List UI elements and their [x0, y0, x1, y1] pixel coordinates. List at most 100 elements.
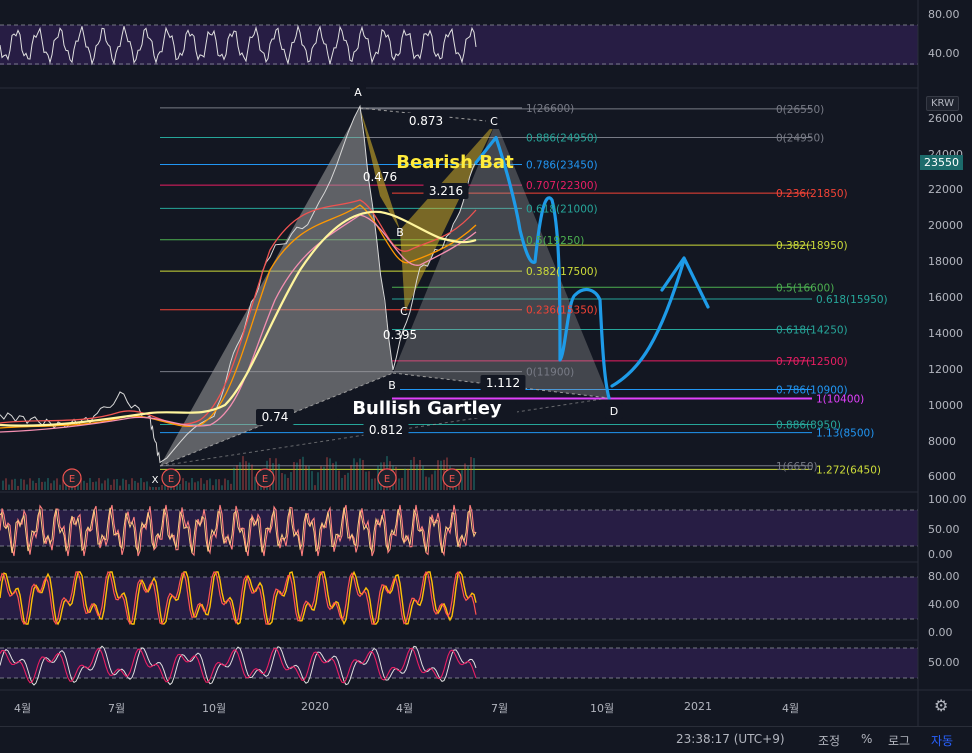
log-button[interactable]: 로그: [888, 734, 911, 748]
percent-button[interactable]: %: [861, 732, 873, 746]
fib-label-left: 0.382(17500): [526, 266, 598, 278]
point-x-label: X: [149, 471, 161, 487]
volume-bar: [299, 459, 301, 490]
svg-text:Bearish Bat: Bearish Bat: [396, 152, 514, 173]
ratio-0476: 0.476: [363, 170, 397, 184]
point-a-label: A: [350, 84, 366, 100]
osc2-tick-40: 40.00: [928, 598, 960, 611]
price-tick: 12000: [928, 362, 963, 376]
event-marker[interactable]: E: [442, 468, 462, 488]
ratio-0812: 0.812: [363, 422, 409, 438]
auto-button[interactable]: 자동: [931, 734, 954, 748]
volume-bar: [14, 478, 16, 490]
projection-path: [474, 135, 686, 400]
volume-bar: [257, 479, 259, 490]
fib-label-right: 0(24950): [776, 133, 824, 145]
gartley-xab-triangle: [160, 108, 393, 466]
fib-label-right: 1.13(8500): [816, 428, 874, 440]
volume-bar: [326, 457, 328, 490]
ratio-074: 0.74: [256, 409, 294, 425]
fib-label-right: 0.707(12500): [776, 356, 848, 368]
svg-text:E: E: [449, 474, 455, 485]
svg-text:C: C: [490, 115, 498, 128]
volume-bar: [53, 480, 55, 490]
osc3-tick-50: 50.00: [928, 656, 960, 669]
volume-bar: [80, 478, 82, 490]
oscillator-pane-3: [0, 645, 918, 686]
event-marker[interactable]: E: [377, 468, 397, 488]
volume-bar: [62, 479, 64, 490]
volume-bar: [278, 463, 280, 490]
fib-label-left: 0.618(21000): [526, 203, 598, 215]
price-axis[interactable]: 80.00 40.00 KRW 260002400022000200001800…: [918, 0, 972, 690]
osc2-tick-80: 80.00: [928, 570, 960, 583]
volume-bar: [44, 481, 46, 490]
svg-text:0.812: 0.812: [369, 423, 403, 437]
price-tick: 16000: [928, 291, 963, 305]
rsi-pane: [0, 24, 918, 66]
ratio-1112: 1.112: [480, 375, 526, 391]
volume-bar: [422, 465, 424, 490]
bat-xab-triangle: [360, 108, 400, 230]
volume-bar: [368, 471, 370, 490]
ma-red: [0, 199, 477, 425]
fib-label-left: 0(11900): [526, 367, 574, 379]
time-tick: 10월: [590, 702, 615, 715]
rsi-tick-40: 40.00: [928, 47, 960, 60]
price-tick: 8000: [928, 434, 956, 448]
volume-bar: [473, 458, 475, 490]
ma-salmon: [0, 214, 477, 433]
price-tick: 20000: [928, 219, 963, 233]
volume-bar: [209, 478, 211, 490]
volume-bar: [23, 479, 25, 490]
volume-bar: [83, 480, 85, 490]
fib-label-right: 1(10400): [816, 394, 864, 406]
event-marker[interactable]: E: [62, 468, 82, 488]
svg-text:X: X: [152, 475, 159, 486]
volume-bar: [11, 479, 13, 490]
volume-bar: [320, 466, 322, 490]
volume-bar: [212, 485, 214, 490]
point-b-bat-label: B: [396, 226, 404, 239]
volume-bar: [437, 460, 439, 490]
volume-bar: [182, 478, 184, 490]
volume-bar: [425, 476, 427, 490]
volume-bar: [275, 458, 277, 490]
volume-bar: [434, 470, 436, 490]
svg-text:0.74: 0.74: [262, 410, 289, 424]
volume-bar: [419, 459, 421, 490]
volume-bar: [248, 462, 250, 490]
ratio-0395: 0.395: [383, 328, 417, 342]
volume-bar: [140, 478, 142, 490]
volume-bar: [374, 478, 376, 490]
volume-bar: [236, 464, 238, 490]
volume-bar: [206, 480, 208, 490]
svg-text:E: E: [384, 474, 390, 485]
price-tick: 10000: [928, 398, 963, 412]
volume-bar: [365, 471, 367, 490]
volume-bar: [221, 485, 223, 490]
volume-bar: [227, 480, 229, 490]
svg-text:0.395: 0.395: [383, 328, 417, 342]
svg-text:3.216: 3.216: [429, 184, 463, 198]
volume-bar: [233, 467, 235, 490]
point-c-gartley-label: C: [400, 305, 408, 318]
adjust-button[interactable]: 조정: [818, 734, 841, 748]
volume-bar: [302, 456, 304, 490]
volume-bar: [20, 478, 22, 490]
ratio-0873: 0.873: [403, 113, 449, 129]
bullish-gartley-label: Bullish Gartley: [337, 398, 517, 419]
svg-text:0.476: 0.476: [363, 170, 397, 184]
volume-bar: [92, 482, 94, 490]
time-axis[interactable]: 4월 7월 10월 2020 4월 7월 10월 2021 4월: [0, 692, 918, 722]
fib-label-left: 0.786(23450): [526, 159, 598, 171]
event-marker[interactable]: E: [255, 468, 275, 488]
gear-icon[interactable]: ⚙: [934, 696, 949, 715]
fib-label-right: 0.5(16600): [776, 282, 834, 294]
event-marker[interactable]: E: [161, 468, 181, 488]
volume-bar: [284, 474, 286, 490]
volume-bar: [329, 458, 331, 490]
volume-bar: [131, 478, 133, 490]
volume-bar: [8, 484, 10, 490]
